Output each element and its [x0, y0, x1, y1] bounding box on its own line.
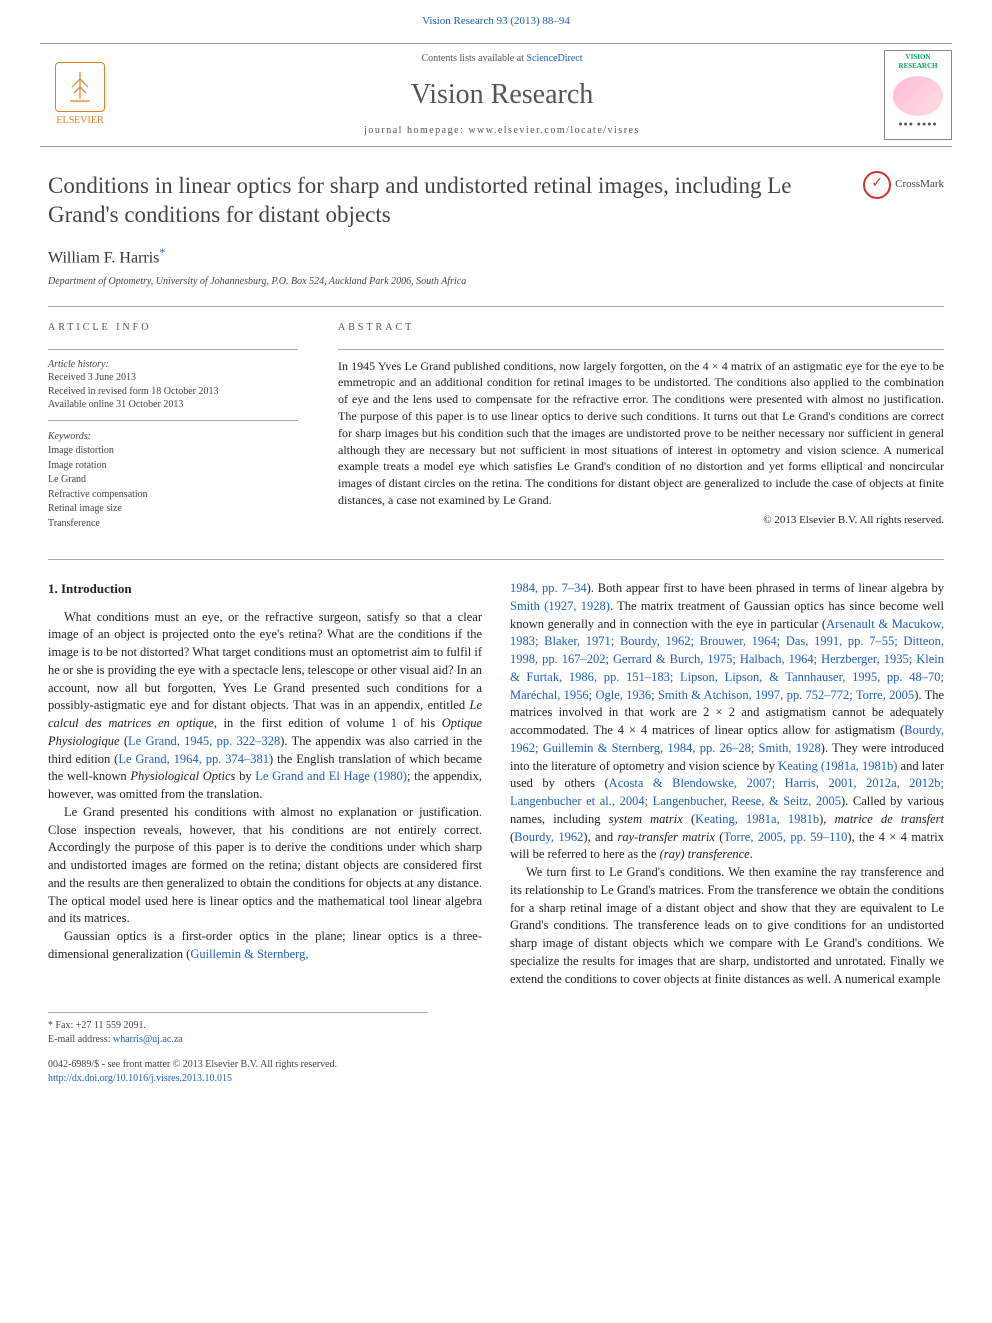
journal-header: ELSEVIER Contents lists available at Sci…: [40, 43, 952, 147]
sciencedirect-link[interactable]: ScienceDirect: [526, 53, 582, 64]
contents-line: Contents lists available at ScienceDirec…: [120, 52, 884, 66]
elsevier-tree-icon: [55, 62, 105, 112]
abstract-copyright: © 2013 Elsevier B.V. All rights reserved…: [338, 513, 944, 528]
left-column: 1. Introduction What conditions must an …: [48, 580, 482, 988]
corresp-marker[interactable]: *: [159, 245, 165, 259]
footnotes: * Fax: +27 11 559 2091. E-mail address: …: [48, 1012, 428, 1046]
keywords-block: Keywords: Image distortion Image rotatio…: [48, 420, 298, 540]
email-note: E-mail address: wharris@uj.ac.za: [48, 1033, 428, 1047]
abstract-text: In 1945 Yves Le Grand published conditio…: [338, 349, 944, 509]
elsevier-logo[interactable]: ELSEVIER: [40, 62, 120, 128]
elsevier-label: ELSEVIER: [56, 114, 103, 128]
crossmark-icon: ✓: [863, 171, 891, 199]
issn-line: 0042-6989/$ - see front matter © 2013 El…: [48, 1058, 337, 1072]
section-divider: [48, 559, 944, 560]
body-para: Gaussian optics is a first-order optics …: [48, 928, 482, 964]
body-para: 1984, pp. 7–34). Both appear first to ha…: [510, 580, 944, 864]
email-link[interactable]: wharris@uj.ac.za: [113, 1034, 183, 1045]
article-title: Conditions in linear optics for sharp an…: [48, 171, 849, 230]
article-info-column: article info Article history: Received 3…: [48, 321, 298, 539]
doi-link[interactable]: http://dx.doi.org/10.1016/j.visres.2013.…: [48, 1073, 232, 1084]
abstract-column: abstract In 1945 Yves Le Grand published…: [338, 321, 944, 539]
section-heading: 1. Introduction: [48, 580, 482, 598]
affiliation: Department of Optometry, University of J…: [48, 275, 944, 289]
body-para: Le Grand presented his conditions with a…: [48, 804, 482, 928]
fax-note: * Fax: +27 11 559 2091.: [48, 1019, 428, 1033]
info-head: article info: [48, 321, 298, 335]
page-footer: 0042-6989/$ - see front matter © 2013 El…: [48, 1058, 944, 1085]
body-para: We turn first to Le Grand's conditions. …: [510, 864, 944, 988]
article-history: Article history: Received 3 June 2013 Re…: [48, 349, 298, 420]
header-center: Contents lists available at ScienceDirec…: [120, 52, 884, 137]
crossmark-badge[interactable]: ✓ CrossMark: [863, 171, 944, 199]
author-name: William F. Harris*: [48, 244, 944, 269]
citation-bar: Vision Research 93 (2013) 88–94: [0, 0, 992, 35]
homepage-line: journal homepage: www.elsevier.com/locat…: [120, 124, 884, 138]
right-column: 1984, pp. 7–34). Both appear first to ha…: [510, 580, 944, 988]
citation-link[interactable]: Vision Research 93 (2013) 88–94: [422, 15, 570, 27]
journal-cover[interactable]: VISION RESEARCH ●●● ●●●●: [884, 50, 952, 140]
body-para: What conditions must an eye, or the refr…: [48, 609, 482, 804]
journal-name: Vision Research: [120, 76, 884, 114]
body-columns: 1. Introduction What conditions must an …: [48, 580, 944, 988]
homepage-url[interactable]: www.elsevier.com/locate/visres: [468, 125, 640, 136]
cover-art-icon: [893, 76, 943, 116]
abstract-head: abstract: [338, 321, 944, 335]
